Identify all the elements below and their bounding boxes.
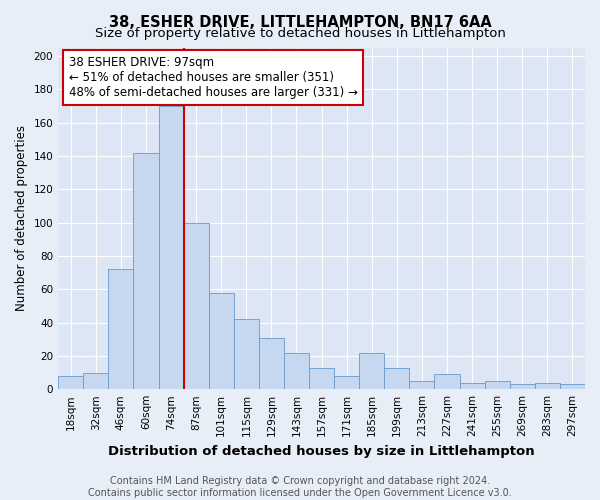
Bar <box>409 381 434 389</box>
Bar <box>434 374 460 389</box>
Bar <box>234 319 259 389</box>
Bar <box>284 352 309 389</box>
Bar <box>560 384 585 389</box>
Bar <box>184 222 209 389</box>
Bar <box>133 152 158 389</box>
Bar <box>510 384 535 389</box>
Bar <box>460 382 485 389</box>
Bar <box>535 382 560 389</box>
Bar <box>158 106 184 389</box>
Text: Size of property relative to detached houses in Littlehampton: Size of property relative to detached ho… <box>95 28 505 40</box>
Bar <box>209 292 234 389</box>
Bar <box>83 372 109 389</box>
Text: Contains HM Land Registry data © Crown copyright and database right 2024.
Contai: Contains HM Land Registry data © Crown c… <box>88 476 512 498</box>
Bar <box>385 368 409 389</box>
Text: 38, ESHER DRIVE, LITTLEHAMPTON, BN17 6AA: 38, ESHER DRIVE, LITTLEHAMPTON, BN17 6AA <box>109 15 491 30</box>
Bar <box>109 269 133 389</box>
Text: 38 ESHER DRIVE: 97sqm
← 51% of detached houses are smaller (351)
48% of semi-det: 38 ESHER DRIVE: 97sqm ← 51% of detached … <box>69 56 358 99</box>
X-axis label: Distribution of detached houses by size in Littlehampton: Distribution of detached houses by size … <box>108 444 535 458</box>
Bar <box>58 376 83 389</box>
Bar <box>309 368 334 389</box>
Bar <box>334 376 359 389</box>
Y-axis label: Number of detached properties: Number of detached properties <box>15 126 28 312</box>
Bar <box>485 381 510 389</box>
Bar <box>359 352 385 389</box>
Bar <box>259 338 284 389</box>
